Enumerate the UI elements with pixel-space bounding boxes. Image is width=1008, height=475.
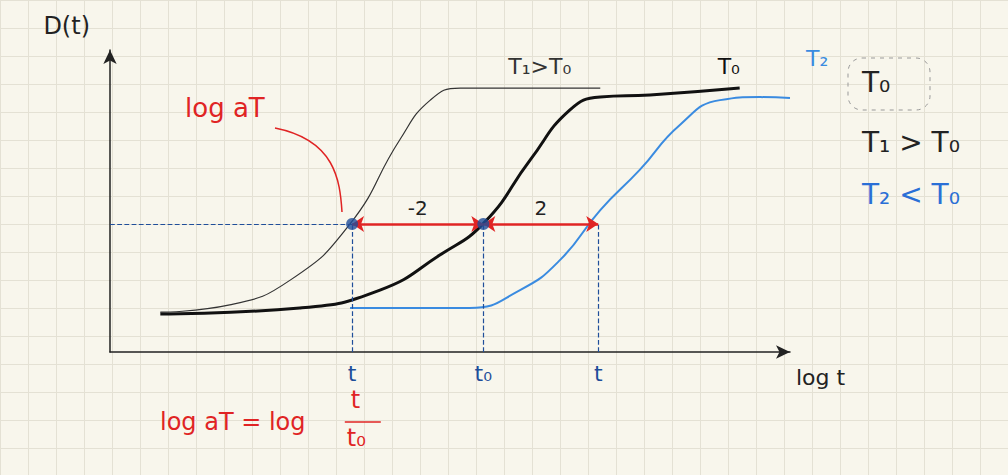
svg-text:T₀: T₀ xyxy=(717,54,740,79)
svg-text:t: t xyxy=(351,386,360,414)
svg-text:D(t): D(t) xyxy=(43,12,90,40)
svg-text:log aT: log aT xyxy=(185,93,265,123)
svg-text:-2: -2 xyxy=(408,196,428,220)
svg-text:T₀: T₀ xyxy=(861,66,890,99)
svg-text:log aT = log: log aT = log xyxy=(160,408,306,436)
svg-text:2: 2 xyxy=(534,196,547,220)
svg-text:t: t xyxy=(594,361,603,386)
svg-text:T₂ < T₀: T₂ < T₀ xyxy=(861,178,960,211)
svg-text:T₁ > T₀: T₁ > T₀ xyxy=(861,126,960,159)
svg-text:log t: log t xyxy=(796,365,846,390)
svg-text:t₀: t₀ xyxy=(475,361,493,386)
svg-text:t₀: t₀ xyxy=(347,424,366,452)
svg-text:T₂: T₂ xyxy=(805,46,828,71)
svg-text:T₁>T₀: T₁>T₀ xyxy=(507,54,571,79)
svg-text:t: t xyxy=(348,361,357,386)
